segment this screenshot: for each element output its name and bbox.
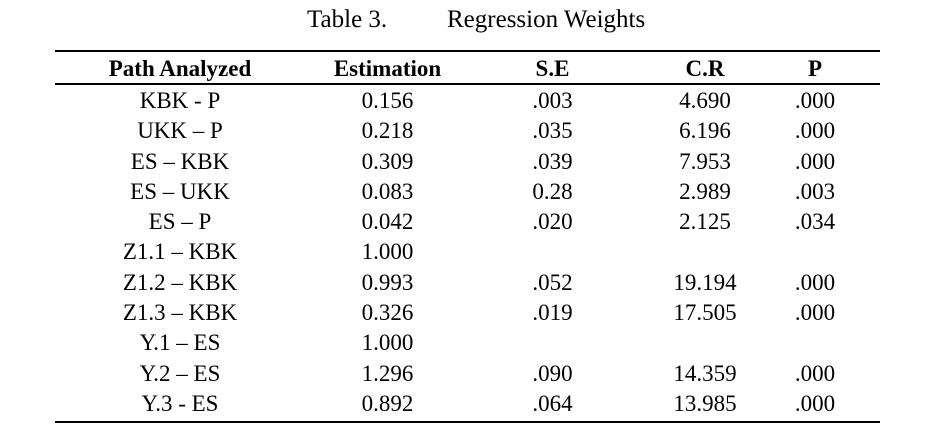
table-row: Z1.1 – KBK 1.000 (0, 237, 926, 267)
path-cell: Z1.3 – KBK (122, 300, 238, 326)
path-cell: UKK – P (137, 118, 223, 144)
path-cell: ES – UKK (130, 178, 230, 204)
path-cell: Z1.2 – KBK (122, 269, 238, 295)
p-cell: .000 (794, 88, 836, 113)
table-body: KBK - P 0.156 .003 4.690 .000 UKK – P 0.218 .03… (0, 86, 926, 419)
path-cell: Y.3 - ES (141, 390, 219, 416)
se-cell: .090 (532, 360, 573, 386)
path-cell: Y.2 – ES (139, 360, 221, 386)
p-cell: .000 (794, 118, 836, 144)
table-row: Y.3 - ES 0.892 .064 13.985 .000 (0, 389, 926, 419)
path-cell: Z1.1 – KBK (122, 239, 238, 265)
table-row: Z1.3 – KBK 0.326 .019 17.505 .000 (0, 298, 926, 328)
cr-cell: 17.505 (673, 300, 737, 326)
header-critical-ratio: C.R (685, 56, 725, 81)
bottom-rule (55, 421, 880, 423)
table-row: ES – KBK 0.309 .039 7.953 .000 (0, 147, 926, 177)
se-cell: .052 (532, 269, 573, 295)
table-header: Path Analyzed Estimation S.E C.R P (0, 54, 926, 84)
estimation-cell: 1.296 (361, 360, 414, 386)
table-row: Y.1 – ES 1.000 (0, 328, 926, 358)
cr-cell: 2.989 (679, 178, 731, 204)
cr-cell: 13.985 (673, 390, 737, 416)
estimation-cell: 0.892 (361, 390, 414, 416)
se-cell: 0.28 (532, 178, 573, 204)
estimation-cell: 0.156 (361, 88, 414, 113)
header-rule (55, 83, 880, 85)
se-cell: .035 (532, 118, 573, 144)
table-row: Y.2 – ES 1.296 .090 14.359 .000 (0, 359, 926, 389)
se-cell: .003 (532, 88, 573, 113)
cr-cell: 4.690 (679, 88, 731, 113)
table-number: Table 3. (307, 6, 388, 33)
header-estimation: Estimation (333, 56, 442, 81)
table-caption: Table 3. Regression Weights (0, 4, 926, 36)
path-cell: KBK - P (139, 88, 221, 113)
cr-cell: 14.359 (673, 360, 737, 386)
table-row: KBK - P 0.156 .003 4.690 .000 (0, 86, 926, 116)
p-cell: .000 (794, 390, 836, 416)
se-cell: .020 (532, 209, 573, 235)
se-cell: .039 (532, 148, 573, 174)
cr-cell: 7.953 (679, 148, 731, 174)
cr-cell: 19.194 (673, 269, 737, 295)
p-cell: .000 (794, 360, 836, 386)
p-cell: .000 (794, 300, 836, 326)
table-row: ES – P 0.042 .020 2.125 .034 (0, 207, 926, 237)
se-cell: .019 (532, 300, 573, 326)
top-rule (55, 50, 880, 52)
estimation-cell: 0.309 (361, 148, 414, 174)
estimation-cell: 1.000 (361, 330, 414, 356)
path-cell: Y.1 – ES (139, 330, 221, 356)
cr-cell: 2.125 (679, 209, 731, 235)
path-cell: ES – KBK (130, 148, 230, 174)
table-row: Z1.2 – KBK 0.993 .052 19.194 .000 (0, 268, 926, 298)
estimation-cell: 1.000 (361, 239, 414, 265)
p-cell: .034 (794, 209, 836, 235)
header-p-value: P (807, 56, 823, 81)
p-cell: .000 (794, 269, 836, 295)
path-cell: ES – P (148, 209, 212, 235)
estimation-cell: 0.083 (361, 178, 414, 204)
cr-cell: 6.196 (679, 118, 731, 144)
se-cell: .064 (532, 390, 573, 416)
header-path-analyzed: Path Analyzed (108, 56, 252, 81)
p-cell: .003 (794, 178, 836, 204)
table-title: Regression Weights (447, 6, 646, 33)
table-row: ES – UKK 0.083 0.28 2.989 .003 (0, 177, 926, 207)
estimation-cell: 0.326 (361, 300, 414, 326)
estimation-cell: 0.993 (361, 269, 414, 295)
p-cell: .000 (794, 148, 836, 174)
header-standard-error: S.E (535, 56, 570, 81)
table-row: UKK – P 0.218 .035 6.196 .000 (0, 116, 926, 146)
estimation-cell: 0.218 (361, 118, 414, 144)
estimation-cell: 0.042 (361, 209, 414, 235)
